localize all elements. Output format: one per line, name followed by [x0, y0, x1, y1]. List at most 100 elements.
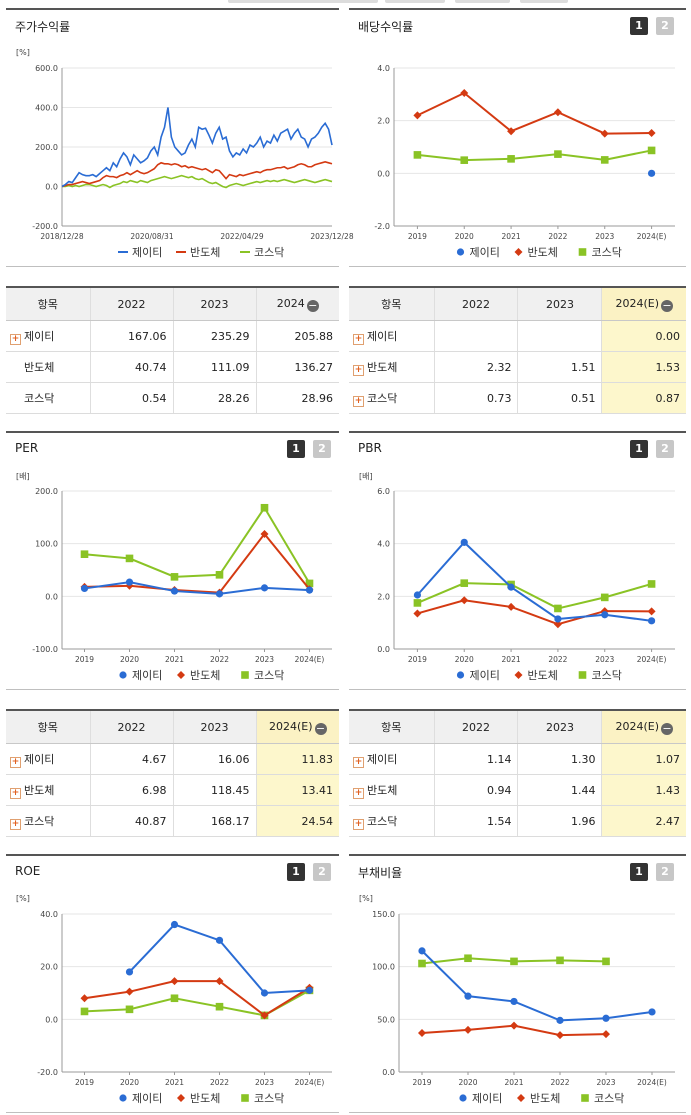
chart-view-button-1[interactable]: 1 — [630, 863, 648, 881]
column-header: 2024(E) − — [601, 709, 686, 744]
chart-view-button-2[interactable]: 2 — [656, 440, 674, 458]
x-tick-label: 2020 — [455, 232, 474, 241]
legend-marker — [514, 248, 523, 256]
legend-label: 코스닥 — [254, 1092, 284, 1105]
legend-label: 코스닥 — [592, 246, 622, 259]
x-tick-label: 2022/04/29 — [220, 232, 263, 241]
row-label-cell[interactable]: + 제이티 — [6, 743, 90, 775]
column-header-label: 2024(E) — [268, 719, 313, 733]
expand-icon[interactable]: + — [10, 818, 21, 830]
pbr-chart: 6.0 4.0 2.0 0.0 2019 2020 2021 2022 2023 2024(E) 제… — [377, 487, 675, 682]
column-header: 항목 — [6, 286, 90, 321]
expand-icon[interactable]: + — [353, 364, 364, 376]
chart-view-button-1[interactable]: 1 — [287, 440, 305, 458]
row-label-cell[interactable]: + 제이티 — [6, 320, 90, 352]
data-point — [260, 503, 269, 512]
y-tick-label: 200.0 — [35, 143, 58, 152]
collapse-icon[interactable]: − — [306, 298, 319, 312]
row-label-cell[interactable]: + 코스닥 — [349, 382, 434, 414]
chart-view-button-1[interactable]: 1 — [630, 17, 648, 35]
table-row: + 제이티 1.14 1.30 1.07 — [349, 743, 686, 775]
x-tick-label: 2023 — [595, 232, 614, 241]
value-cell: 118.45 — [172, 774, 256, 806]
expand-icon[interactable]: + — [10, 333, 21, 345]
row-label: 반도체 — [367, 360, 398, 374]
expand-icon[interactable]: + — [10, 787, 21, 799]
legend-marker — [241, 671, 249, 679]
data-point — [600, 607, 609, 616]
row-label-cell[interactable]: + 코스닥 — [6, 805, 90, 837]
expand-icon[interactable]: + — [10, 756, 21, 768]
series-line — [84, 532, 311, 594]
column-header: 2024− — [255, 286, 339, 321]
column-header-label: 2022 — [117, 297, 146, 311]
data-point — [125, 578, 134, 586]
legend-label: 제이티 — [472, 1092, 502, 1105]
chart-view-button-1[interactable]: 1 — [287, 863, 305, 881]
table-row: + 반도체 6.98 118.45 13.41 — [6, 774, 339, 806]
unit-label: [%] — [16, 894, 30, 903]
data-point — [602, 1030, 610, 1039]
legend-marker — [119, 1094, 127, 1102]
value-cell: 28.96 — [255, 382, 339, 414]
x-tick-label: 2020 — [458, 1078, 477, 1087]
legend-label: 제이티 — [470, 669, 500, 682]
data-point — [125, 554, 134, 563]
row-label-cell[interactable]: + 반도체 — [6, 774, 90, 806]
row-label-cell[interactable]: + 제이티 — [349, 320, 434, 352]
expand-icon[interactable]: + — [353, 818, 364, 830]
chart-view-button-2[interactable]: 2 — [313, 440, 331, 458]
data-point — [554, 615, 562, 623]
legend-item: 반도체 — [514, 246, 558, 259]
y-tick-label: 0.0 — [45, 592, 58, 601]
legend-item: 제이티 — [119, 669, 162, 682]
y-tick-label: 4.0 — [377, 540, 390, 549]
chart-view-button-2[interactable]: 2 — [313, 863, 331, 881]
series-line — [84, 581, 310, 595]
x-tick-label: 2023 — [255, 1078, 274, 1087]
x-tick-label: 2020/08/31 — [130, 232, 173, 241]
dividend-yield-panel: 배당수익률 1 2 4.0 2.0 0.0 -2.0 2019 2020 2021 2022 2… — [349, 8, 686, 267]
y-tick-label: 200.0 — [35, 487, 58, 496]
chart-view-button-1[interactable]: 1 — [630, 440, 648, 458]
value-cell — [433, 320, 518, 352]
collapse-icon[interactable]: − — [661, 721, 673, 735]
chart-view-button-2[interactable]: 2 — [656, 863, 674, 881]
expand-icon[interactable]: + — [353, 395, 364, 407]
column-header: 2022 — [89, 286, 173, 321]
legend-item: 제이티 — [456, 246, 500, 259]
expand-icon[interactable]: + — [353, 756, 364, 768]
series-line — [62, 174, 333, 189]
data-point — [260, 584, 269, 592]
table-header-row: 항목 2022 2023 2024(E) − — [349, 709, 686, 744]
row-label-cell: 반도체 — [6, 351, 90, 383]
legend-marker — [581, 1094, 589, 1102]
expand-icon[interactable]: + — [353, 333, 364, 345]
series-line — [84, 505, 311, 584]
collapse-icon[interactable]: − — [314, 721, 327, 735]
row-label-cell[interactable]: + 반도체 — [349, 351, 434, 383]
row-label-cell[interactable]: + 코스닥 — [349, 805, 434, 837]
legend-marker — [177, 1094, 185, 1102]
row-label-cell[interactable]: + 반도체 — [349, 774, 434, 806]
row-label-cell[interactable]: + 제이티 — [349, 743, 434, 775]
column-header-label: 2022 — [461, 720, 490, 734]
value-cell: 11.83 — [255, 743, 339, 775]
data-point — [556, 956, 564, 965]
row-label: 제이티 — [24, 752, 55, 766]
value-cell: 136.27 — [255, 351, 339, 383]
data-point — [170, 977, 179, 986]
per-panel: PER 1 2 [배] 200.0 100.0 0.0 -100.0 2019 2020 2… — [6, 431, 339, 690]
expand-icon[interactable]: + — [353, 787, 364, 799]
chart-view-button-2[interactable]: 2 — [656, 17, 674, 35]
collapse-icon[interactable]: − — [661, 298, 673, 312]
data-point — [215, 1002, 224, 1011]
data-point — [125, 987, 134, 996]
y-tick-label: 0.0 — [45, 183, 58, 192]
pbr-table: 항목 2022 2023 2024(E) − + 제이티 1.14 1.30 1.07 + 반도체 0.… — [349, 709, 686, 837]
data-point — [413, 111, 422, 120]
row-label: 제이티 — [24, 329, 55, 343]
row-label: 제이티 — [367, 752, 398, 766]
table-row: + 제이티 167.06 235.29 205.88 — [6, 320, 339, 352]
x-tick-label: 2024(E) — [295, 655, 325, 664]
